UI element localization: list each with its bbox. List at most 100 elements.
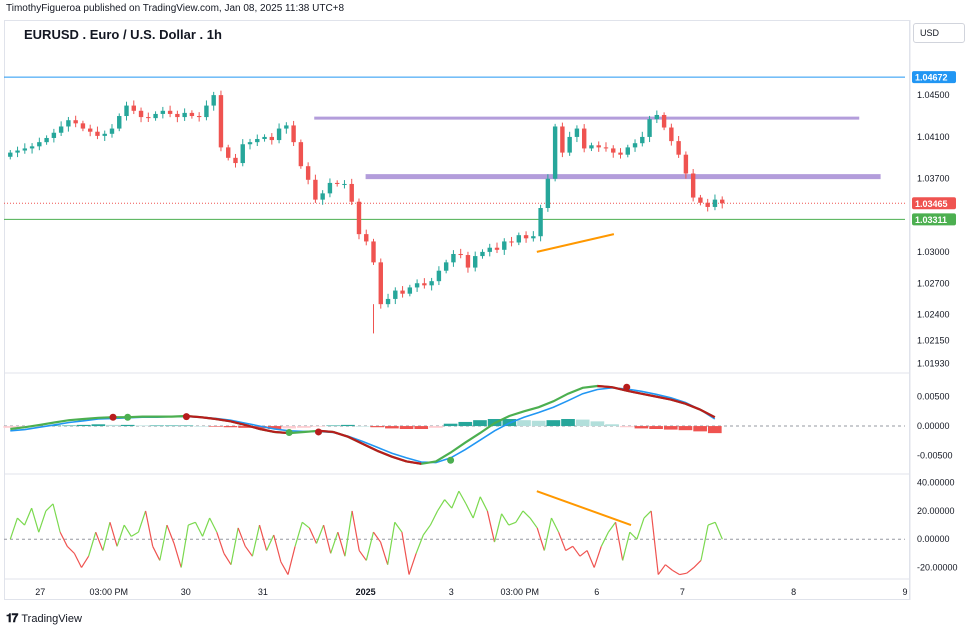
macd-histogram-bar [634, 426, 649, 429]
currency-selector[interactable]: USD [913, 23, 965, 43]
osc-line-segment [572, 545, 581, 557]
macd-histogram-bar [326, 425, 341, 427]
macd-bearish-segment [362, 442, 378, 452]
symbol-title[interactable]: EURUSD . Euro / U.S. Dollar . 1h [24, 27, 222, 42]
osc-line-segment [479, 496, 488, 512]
candle-body [487, 247, 492, 252]
candle-body [690, 173, 696, 198]
macd-histogram-bar [341, 424, 355, 427]
candle-body [15, 150, 20, 153]
osc-line-segment [543, 517, 553, 551]
osc-line-segment [237, 527, 246, 547]
price-tick-label: 1.04500 [917, 90, 950, 100]
osc-line-segment [173, 543, 182, 568]
macd-histogram-bar [370, 426, 385, 428]
osc-line-segment [315, 524, 325, 544]
candle-body [87, 128, 93, 132]
osc-line-segment [152, 546, 161, 561]
osc-line-segment [180, 524, 189, 568]
candle-body [342, 183, 347, 185]
candle-body [596, 145, 601, 148]
time-tick-label: 03:00 PM [500, 587, 539, 597]
osc-line-segment [607, 521, 617, 533]
osc-line-segment [679, 572, 687, 576]
macd-histogram-bar [707, 426, 722, 434]
osc-line-segment [351, 510, 360, 551]
time-tick-label: 30 [181, 587, 191, 597]
macd-cross-marker [315, 428, 323, 436]
candle-body [58, 126, 64, 133]
brand-footer[interactable]: 𝟏𝟕 TradingView [6, 611, 82, 626]
candle-body [371, 241, 376, 263]
macd-histogram-bar [458, 421, 473, 427]
macd-histogram-bar [32, 426, 47, 427]
macd-bearish-segment [641, 392, 657, 398]
osc-line-segment [109, 522, 118, 547]
osc-line-segment [230, 527, 239, 565]
macd-cross-marker [623, 383, 631, 391]
osc-line-segment [52, 503, 61, 533]
osc-line-segment [700, 524, 709, 561]
candle-body [305, 166, 311, 180]
macd-tick-label: 0.00500 [917, 392, 950, 402]
macd-histogram-bar [517, 420, 531, 427]
price-badge [912, 197, 956, 210]
macd-histogram-bar [693, 426, 707, 432]
price-tick-label: 1.02150 [917, 336, 950, 346]
candle-body [567, 136, 572, 153]
candle-body [422, 283, 427, 286]
candle-body [712, 199, 718, 207]
osc-line-segment [636, 517, 645, 540]
osc-line-segment [586, 550, 595, 568]
osc-line-segment [444, 499, 453, 509]
macd-bearish-segment [611, 386, 627, 392]
candle-body [37, 142, 42, 147]
candle-body [233, 157, 238, 164]
macd-histogram-bar [267, 426, 282, 430]
candle-body [436, 270, 442, 282]
osc-line-segment [266, 534, 275, 551]
macd-histogram-bar [678, 426, 693, 431]
macd-histogram-bar [605, 424, 619, 427]
price-badge [912, 71, 956, 84]
macd-cross-marker [285, 429, 293, 437]
osc-line-segment [693, 560, 702, 568]
candle-body [66, 120, 71, 127]
candle-body [175, 113, 180, 118]
macd-histogram-bar [3, 426, 18, 428]
osc-line-segment [707, 521, 716, 526]
osc-line-segment [188, 521, 196, 526]
macd-bearish-segment [230, 420, 246, 426]
candle-body [226, 147, 231, 158]
osc-line-segment [16, 517, 25, 526]
macd-bearish-segment [244, 423, 261, 431]
candle-body [138, 110, 144, 118]
candle-body [429, 281, 434, 286]
osc-line-segment [123, 524, 132, 537]
osc-line-segment [95, 531, 104, 551]
osc-line-segment [501, 513, 510, 526]
osc-line-segment [131, 531, 139, 537]
osc-line-segment [66, 545, 75, 554]
macd-bearish-segment [376, 449, 393, 458]
candle-body [218, 95, 224, 148]
time-tick-label: 8 [791, 587, 796, 597]
candle-body [560, 126, 565, 153]
time-tick-label: 6 [594, 587, 599, 597]
candle-body [269, 136, 275, 141]
osc-line-segment [244, 545, 253, 557]
osc-line-segment [565, 545, 574, 552]
candle-body [669, 127, 674, 142]
osc-line-segment [38, 510, 47, 533]
candle-body [705, 202, 710, 207]
price-tick-label: 1.03000 [917, 247, 950, 257]
candle-body [51, 132, 57, 138]
candle-body [196, 116, 202, 118]
price-badge-label: 1.04672 [915, 73, 948, 83]
time-tick-label: 03:00 PM [89, 587, 128, 597]
osc-line-segment [408, 553, 417, 575]
osc-line-segment [301, 521, 310, 529]
macd-histogram-bar [106, 424, 120, 427]
price-trend-line [536, 233, 615, 253]
